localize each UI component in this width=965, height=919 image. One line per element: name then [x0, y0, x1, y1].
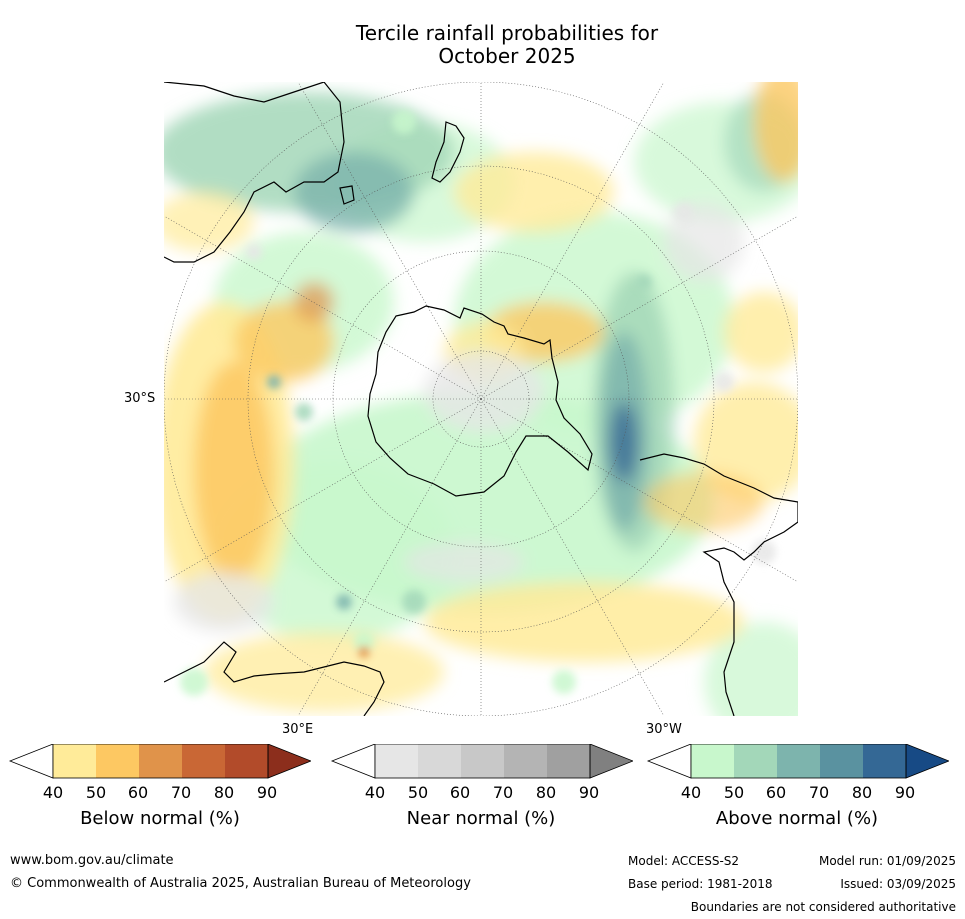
lat-label-30s: 30°S	[124, 391, 156, 406]
colorbar-segment	[418, 744, 461, 778]
colorbar-segment	[820, 744, 863, 778]
colorbar-segment	[734, 744, 777, 778]
colorbar-outline	[52, 744, 269, 779]
tick-label: 60	[127, 783, 149, 802]
tick-label: 40	[42, 783, 64, 802]
colorbar-above-normal	[646, 744, 949, 779]
chart-title: Tercile rainfall probabilities for Octob…	[0, 22, 965, 68]
colorbar-right-extension	[267, 744, 311, 779]
copyright-text: © Commonwealth of Australia 2025, Austra…	[10, 876, 471, 891]
lon-label-30w: 30°W	[646, 722, 682, 737]
colorbar-segment	[691, 744, 734, 778]
legend-label-above: Above normal (%)	[715, 808, 879, 829]
lon-label-30e: 30°E	[282, 722, 314, 737]
colorbar-segment	[863, 744, 906, 778]
probability-speckles	[180, 110, 776, 696]
model-run-text: Model run: 01/09/2025	[818, 854, 956, 868]
colorbar-segment	[777, 744, 820, 778]
coastlines	[164, 82, 798, 716]
colorbar-segment	[225, 744, 268, 778]
colorbar-segment	[96, 744, 139, 778]
tick-label: 40	[680, 783, 702, 802]
tick-label: 80	[535, 783, 557, 802]
title-line-2: October 2025	[438, 44, 576, 68]
map-svg	[164, 82, 798, 716]
probability-shading	[164, 82, 798, 716]
tasmania-coast	[339, 185, 355, 205]
colorbar-outline	[374, 744, 591, 779]
tick-label: 80	[213, 783, 235, 802]
tick-label: 90	[578, 783, 600, 802]
colorbar-segment	[461, 744, 504, 778]
colorbar-near-normal	[330, 744, 633, 779]
rainfall-probability-map[interactable]	[164, 82, 798, 716]
tick-label: 90	[894, 783, 916, 802]
title-line-1: Tercile rainfall probabilities for	[355, 21, 659, 45]
colorbar-segment	[182, 744, 225, 778]
colorbar-below-normal	[8, 744, 311, 779]
tick-label: 70	[170, 783, 192, 802]
tick-label: 40	[364, 783, 386, 802]
tick-label: 60	[765, 783, 787, 802]
colorbar-right-extension	[589, 744, 633, 779]
tick-label: 80	[851, 783, 873, 802]
graticule	[164, 82, 798, 716]
australia-coast	[164, 82, 345, 263]
new-zealand-coast	[431, 121, 465, 183]
colorbar-left-extension	[330, 744, 376, 779]
colorbar-segment	[504, 744, 547, 778]
tick-label: 70	[492, 783, 514, 802]
colorbar-segment	[547, 744, 590, 778]
antarctica-coast	[367, 305, 593, 497]
legend-label-near: Near normal (%)	[406, 808, 556, 829]
base-period-text: Base period: 1981-2018	[628, 877, 773, 891]
model-text: Model: ACCESS-S2	[628, 854, 740, 868]
tick-label: 90	[256, 783, 278, 802]
tick-label: 60	[449, 783, 471, 802]
tick-label: 50	[723, 783, 745, 802]
africa-coast	[164, 641, 385, 716]
colorbar-outline	[690, 744, 907, 779]
colorbar-segment	[375, 744, 418, 778]
tick-label: 50	[407, 783, 429, 802]
tick-label: 70	[808, 783, 830, 802]
colorbar-left-extension	[8, 744, 54, 779]
colorbar-segment	[139, 744, 182, 778]
tick-label: 50	[85, 783, 107, 802]
colorbar-right-extension	[905, 744, 949, 779]
legend-label-below: Below normal (%)	[80, 808, 240, 829]
south-america-coast	[639, 453, 798, 716]
issued-text: Issued: 03/09/2025	[840, 877, 956, 891]
website-link[interactable]: www.bom.gov.au/climate	[10, 853, 174, 868]
colorbar-left-extension	[646, 744, 692, 779]
disclaimer-text: Boundaries are not considered authoritat…	[690, 900, 956, 914]
colorbar-segment	[53, 744, 96, 778]
